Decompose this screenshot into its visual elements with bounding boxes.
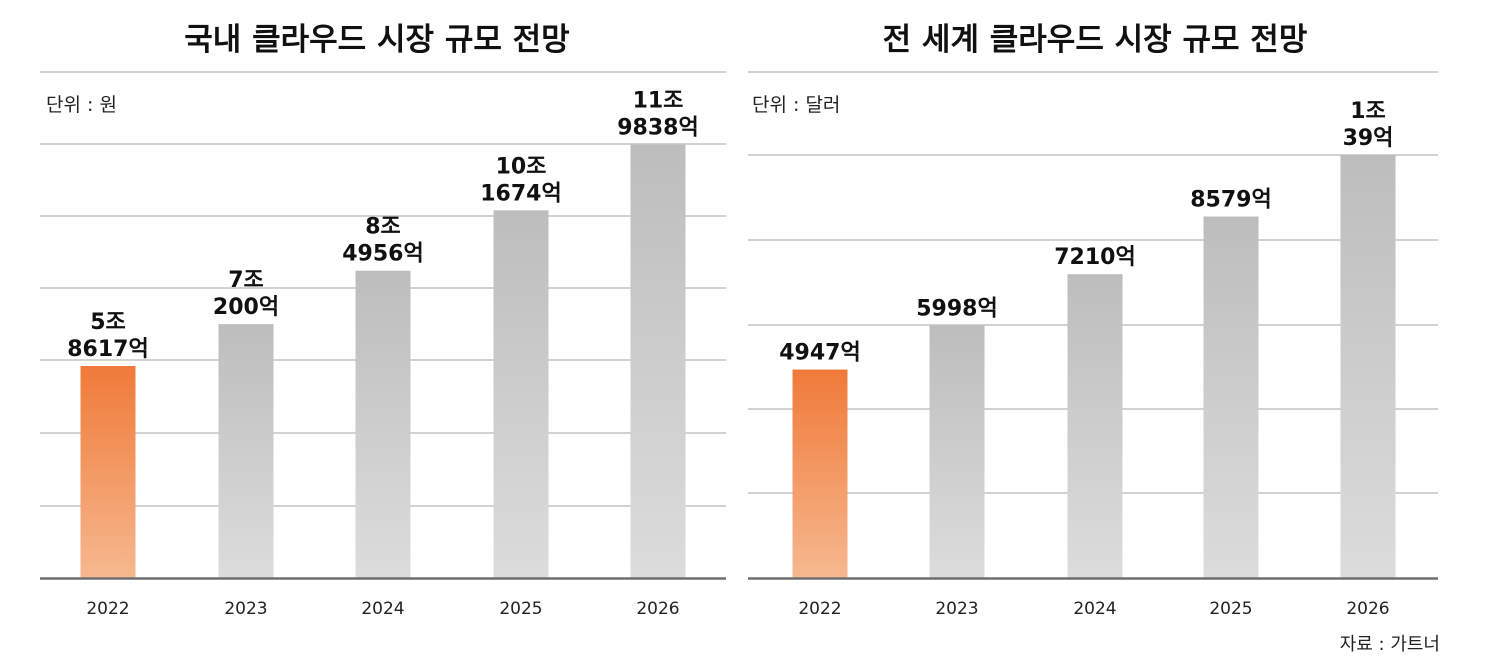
source-credit: 자료 : 가트너 <box>1340 634 1440 655</box>
global-x-ticks: 2022 2023 2024 2025 2026 <box>798 599 1389 619</box>
global-value-label: 4947억 <box>779 341 860 366</box>
domestic-bar-2025 <box>493 210 549 578</box>
global-bar-2026 <box>1340 155 1396 578</box>
global-x-tick-label: 2025 <box>1209 599 1252 619</box>
domestic-x-tick-label: 2026 <box>636 599 679 619</box>
global-bar-2023 <box>929 325 985 578</box>
domestic-value-label: 1674억 <box>480 181 561 206</box>
global-value-label: 7210억 <box>1054 245 1135 270</box>
global-x-tick-label: 2026 <box>1346 599 1389 619</box>
domestic-cloud-market-chart: 국내 클라우드 시장 규모 전망 단위 : 원 2022 2023 2024 2025… <box>40 22 726 619</box>
global-cloud-market-chart: 전 세계 클라우드 시장 규모 전망 단위 : 달러 2022 2023 2024 2… <box>748 22 1438 619</box>
domestic-bar-2023 <box>218 324 274 578</box>
global-value-label: 8579억 <box>1190 188 1271 213</box>
domestic-value-label: 4956억 <box>342 242 423 267</box>
domestic-x-tick-label: 2023 <box>224 599 267 619</box>
domestic-bar-2022 <box>80 366 136 578</box>
global-chart-title: 전 세계 클라우드 시장 규모 전망 <box>883 22 1308 58</box>
global-value-label: 5998억 <box>916 296 997 321</box>
domestic-value-label: 9838억 <box>617 116 698 141</box>
global-x-tick-label: 2023 <box>935 599 978 619</box>
domestic-x-tick-label: 2025 <box>499 599 542 619</box>
domestic-unit-label: 단위 : 원 <box>46 94 117 116</box>
global-bar-2022 <box>792 369 848 578</box>
domestic-x-ticks: 2022 2023 2024 2025 2026 <box>86 599 679 619</box>
domestic-bars <box>80 144 686 578</box>
domestic-bar-2026 <box>630 144 686 578</box>
domestic-value-label: 200억 <box>213 295 279 320</box>
domestic-bar-2024 <box>355 270 411 578</box>
domestic-value-label: 5조 <box>90 310 126 335</box>
global-value-label: 1조 <box>1350 99 1386 124</box>
domestic-value-label: 7조 <box>228 268 264 293</box>
global-bars <box>792 155 1396 579</box>
domestic-value-label: 8조 <box>365 215 401 240</box>
domestic-value-label: 8617억 <box>67 337 148 362</box>
global-gridlines <box>748 71 1438 494</box>
domestic-value-label: 10조 <box>496 154 547 179</box>
global-x-tick-label: 2022 <box>798 599 841 619</box>
domestic-x-tick-label: 2024 <box>361 599 404 619</box>
global-bar-2024 <box>1067 274 1123 578</box>
global-unit-label: 단위 : 달러 <box>752 94 840 116</box>
global-bar-2025 <box>1203 216 1259 579</box>
domestic-x-tick-label: 2022 <box>86 599 129 619</box>
domestic-value-label: 11조 <box>633 89 684 114</box>
global-value-label: 39억 <box>1343 126 1394 151</box>
global-x-tick-label: 2024 <box>1073 599 1116 619</box>
domestic-chart-title: 국내 클라우드 시장 규모 전망 <box>184 22 569 58</box>
